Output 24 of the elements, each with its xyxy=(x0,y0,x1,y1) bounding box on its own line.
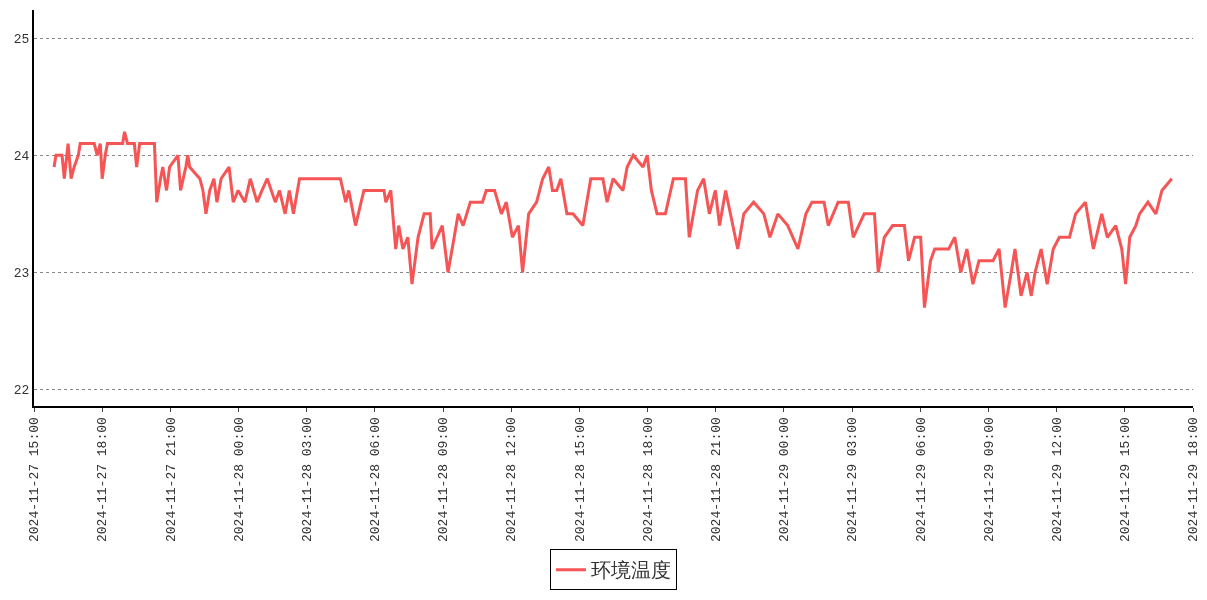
y-tick-label: 24 xyxy=(13,148,30,164)
x-tick-label: 2024-11-27 18:00 xyxy=(95,417,111,543)
x-tick-label: 2024-11-28 18:00 xyxy=(640,417,656,543)
y-tick-label: 23 xyxy=(13,265,30,281)
y-tick-label: 22 xyxy=(13,383,30,399)
x-tick-label: 2024-11-29 06:00 xyxy=(913,417,929,543)
legend-label: 环境温度 xyxy=(591,559,671,582)
x-tick-label: 2024-11-28 09:00 xyxy=(436,417,452,543)
x-tick-label: 2024-11-28 03:00 xyxy=(299,417,315,543)
x-tick-label: 2024-11-27 21:00 xyxy=(163,417,179,543)
x-tick-label: 2024-11-29 03:00 xyxy=(845,417,861,543)
x-tick-label: 2024-11-28 15:00 xyxy=(572,417,588,543)
x-tick-label: 2024-11-29 00:00 xyxy=(777,417,793,543)
x-tick-label: 2024-11-28 00:00 xyxy=(231,417,247,543)
x-tick-label: 2024-11-29 18:00 xyxy=(1186,417,1202,543)
x-tick-label: 2024-11-28 21:00 xyxy=(708,417,724,543)
x-tick-label: 2024-11-27 15:00 xyxy=(27,417,43,543)
x-tick-label: 2024-11-28 06:00 xyxy=(368,417,384,543)
x-tick-label: 2024-11-28 12:00 xyxy=(504,417,520,543)
x-tick-label: 2024-11-29 15:00 xyxy=(1118,417,1134,543)
x-tick-label: 2024-11-29 12:00 xyxy=(1049,417,1065,543)
y-tick-label: 25 xyxy=(13,31,30,47)
x-tick-label: 2024-11-29 09:00 xyxy=(981,417,997,543)
line-series xyxy=(52,130,1174,310)
